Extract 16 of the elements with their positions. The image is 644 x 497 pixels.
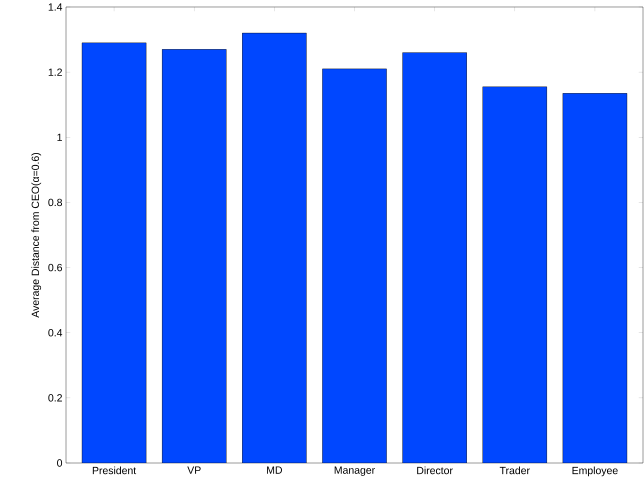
y-tick-label: 0.8 <box>48 198 62 206</box>
x-tick-label: Trader <box>500 466 530 474</box>
y-tick-label: 1.2 <box>48 68 62 76</box>
x-tick-label: VP <box>187 466 201 474</box>
x-tick-label: Manager <box>334 466 375 476</box>
x-tick-label: President <box>92 466 136 474</box>
y-axis-title: Average Distance from CEO(α=0.6) <box>31 152 42 318</box>
x-tick-label: Director <box>417 466 453 474</box>
x-tick-label: Employee <box>572 466 618 476</box>
y-tick-label: 0.2 <box>48 394 62 402</box>
y-tick-label: 0.4 <box>48 329 62 336</box>
y-tick-label: 1.4 <box>48 3 62 11</box>
y-tick-label: 0.6 <box>48 264 62 272</box>
x-tick-label: MD <box>267 466 282 474</box>
y-tick-label: 0 <box>57 459 62 467</box>
y-tick-label: 1 <box>57 134 62 141</box>
